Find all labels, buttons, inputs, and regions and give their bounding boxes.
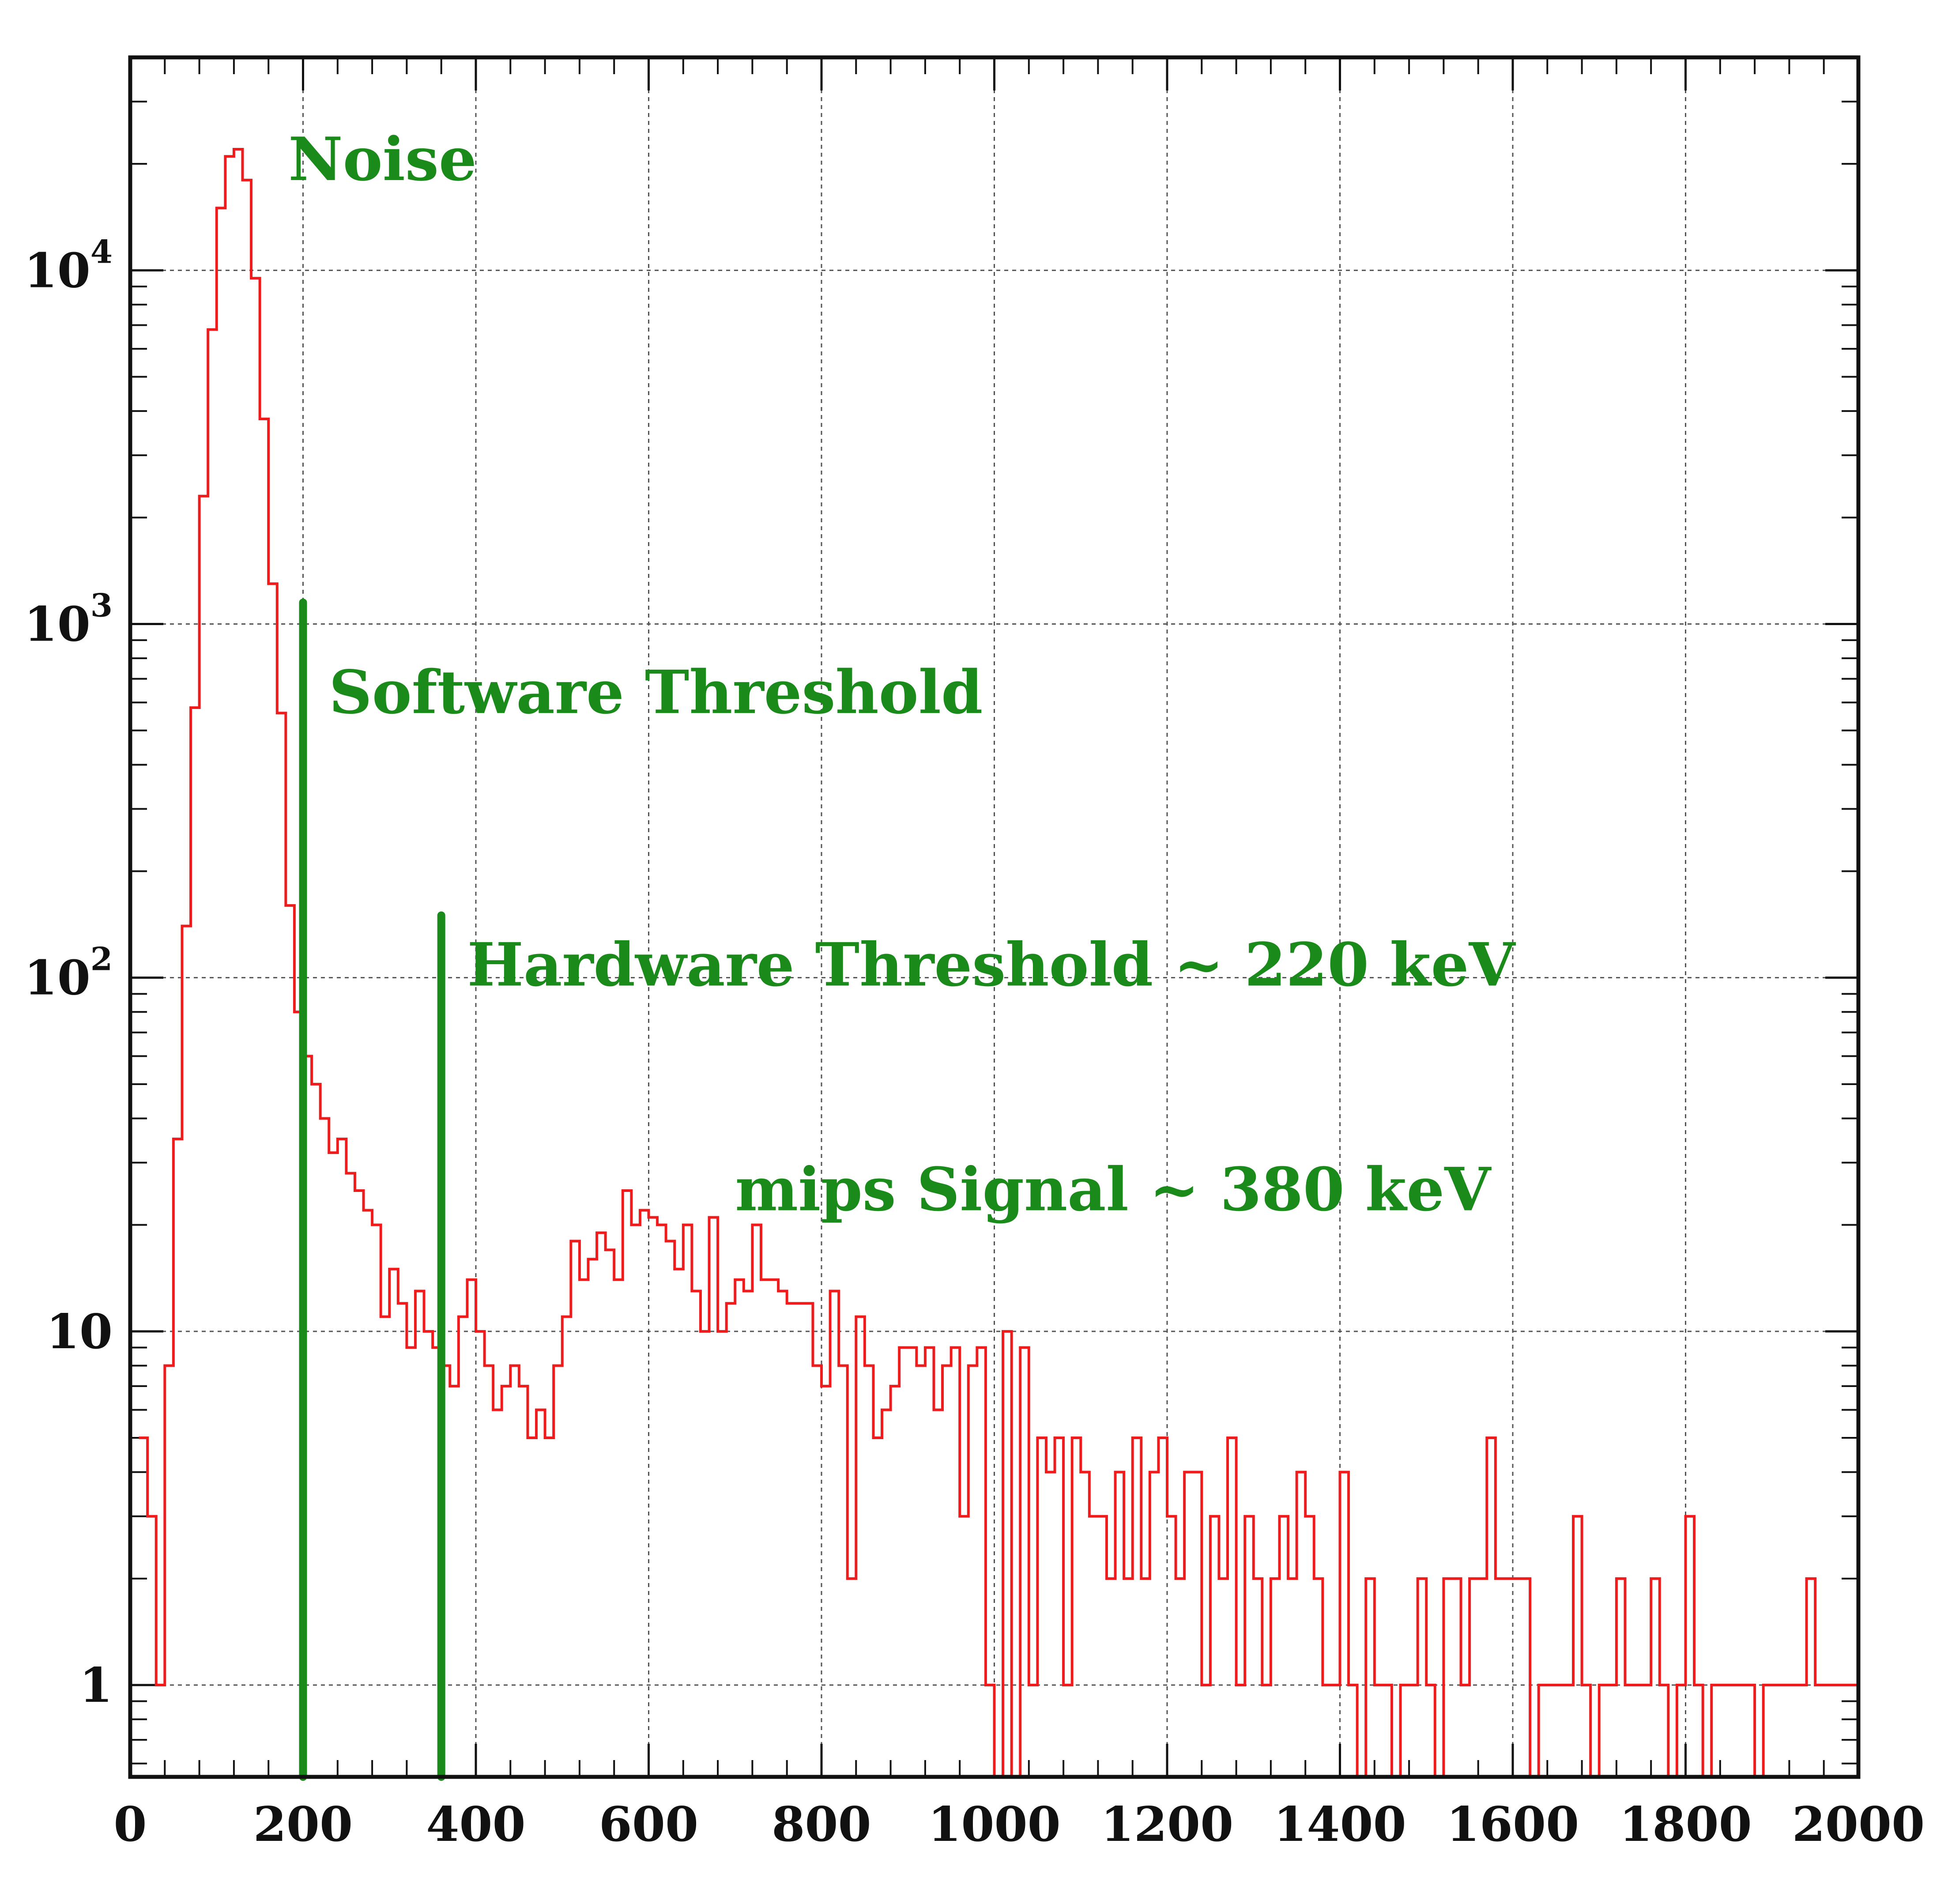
y-tick-base: 10 [24,243,90,298]
y-tick-label: 10 [46,1304,113,1360]
histogram-series [139,148,1858,1778]
x-tick-label: 800 [772,1797,871,1852]
x-tick-label: 1800 [1619,1797,1752,1852]
threshold-lines [299,598,445,1781]
x-tick-label: 2000 [1792,1797,1925,1852]
plot-border [128,55,1861,1779]
y-tick-label: 1 [79,1658,113,1713]
x-tick-label: 400 [426,1797,525,1852]
annotations: Noise Software Threshold Hardware Threshol… [288,124,1516,1225]
x-tick-label: 1600 [1447,1797,1579,1852]
histogram-step-line [139,148,1858,1778]
annotation-label: mips Signal ~ 380 keV [735,1154,1492,1224]
y-tick-base: 1 [79,1658,113,1713]
x-tick-labels: 0 200 400 600 800 1000 1200 1400 1600 1800 2000 [113,1797,1925,1852]
y-tick-label: 102 [24,940,113,1006]
y-tick-exponent: 3 [90,587,113,624]
annotation-label: Software Threshold [329,657,983,727]
y-tick-base: 10 [24,950,90,1006]
x-tick-label: 600 [599,1797,698,1852]
grid-lines [130,57,1858,1777]
plot-frame [128,55,1861,1779]
annotation-label: Noise [288,124,477,194]
y-tick-base: 10 [24,597,90,652]
y-tick-exponent: 4 [90,233,113,270]
annotation-label: Hardware Threshold ~ 220 keV [467,930,1516,1000]
x-tick-label: 0 [113,1797,147,1852]
x-tick-label: 1400 [1274,1797,1406,1852]
x-tick-label: 200 [253,1797,353,1852]
y-tick-label: 104 [24,233,113,298]
y-tick-label: 103 [24,587,113,652]
x-tick-label: 1000 [928,1797,1061,1852]
y-tick-base: 10 [46,1304,113,1360]
y-tick-exponent: 2 [90,940,113,978]
x-tick-label: 1200 [1101,1797,1234,1852]
